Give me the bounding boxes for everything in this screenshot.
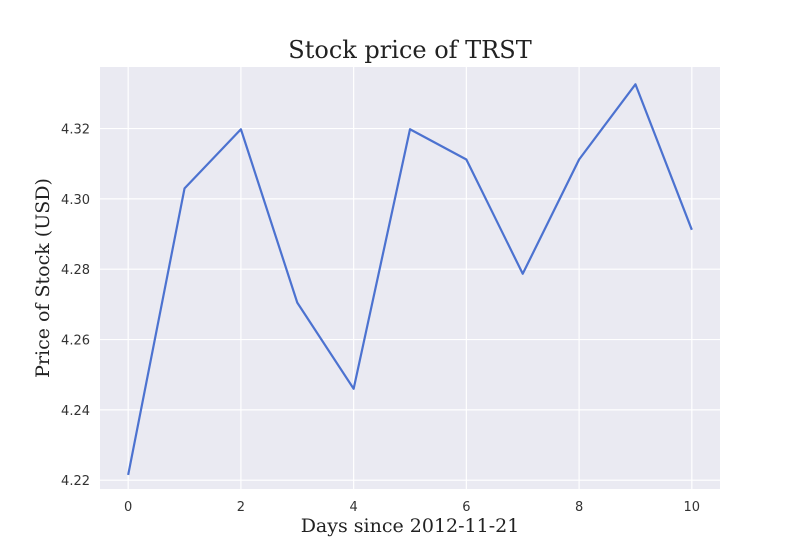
- y-tick-label: 4.30: [61, 193, 90, 208]
- y-tick-label: 4.26: [61, 334, 90, 349]
- y-axis-label: Price of Stock (USD): [32, 178, 54, 378]
- x-axis-label: Days since 2012-11-21: [301, 515, 520, 537]
- x-tick-label: 6: [462, 500, 470, 515]
- x-tick-label: 8: [575, 500, 583, 515]
- tick-labels: 0 2 4 6 8 10 4.22 4.24 4.26 4.28 4.30 4.32: [61, 123, 700, 515]
- series-line: [127, 83, 693, 476]
- grid-lines: [100, 67, 720, 489]
- y-tick-label: 4.22: [61, 474, 90, 489]
- x-tick-label: 10: [684, 500, 701, 515]
- y-tick-label: 4.32: [61, 123, 90, 138]
- chart-title: Stock price of TRST: [288, 36, 531, 64]
- x-tick-label: 2: [237, 500, 245, 515]
- x-tick-label: 0: [124, 500, 132, 515]
- y-tick-label: 4.24: [61, 404, 90, 419]
- plot-area: [100, 67, 720, 489]
- y-tick-label: 4.28: [61, 263, 90, 278]
- x-tick-label: 4: [349, 500, 357, 515]
